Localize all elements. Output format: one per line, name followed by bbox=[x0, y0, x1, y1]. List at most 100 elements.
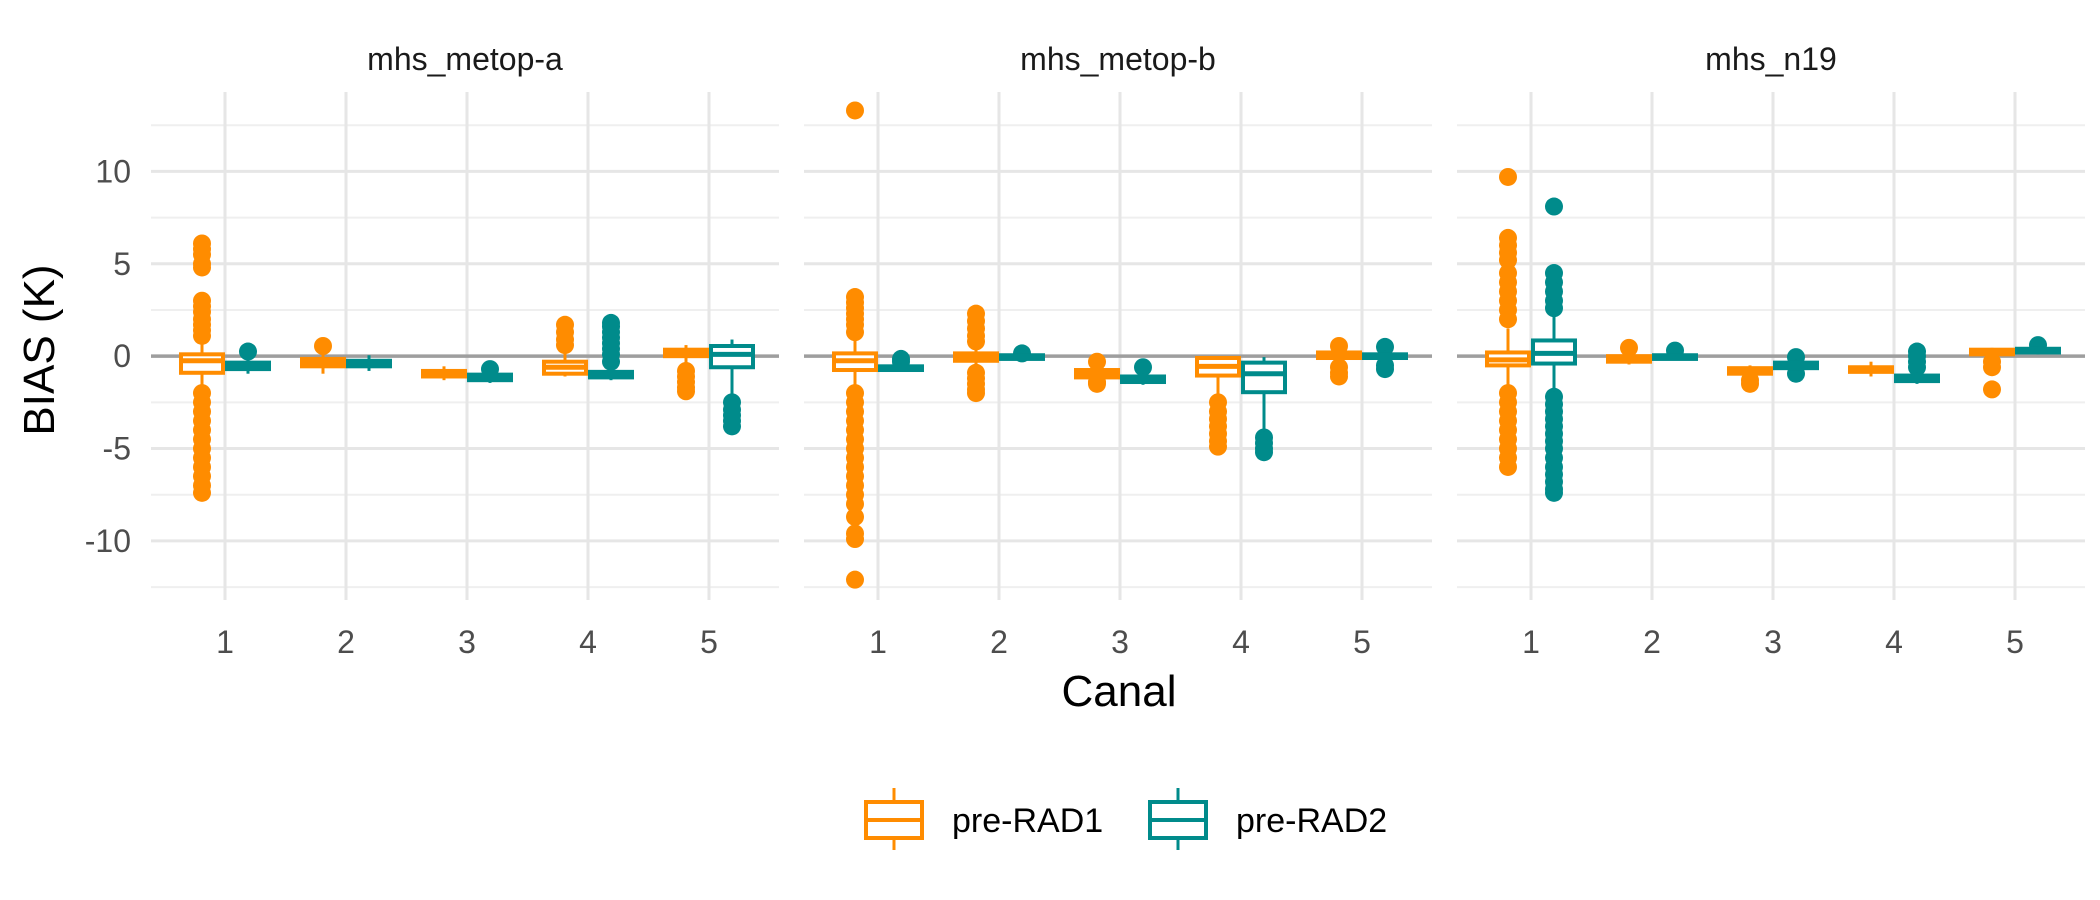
outlier-point bbox=[846, 530, 864, 549]
box-pre-RAD2-canal-1 bbox=[1531, 197, 1577, 502]
outlier-point bbox=[1983, 358, 2001, 377]
outlier-point bbox=[846, 323, 864, 342]
box-pre-RAD1-canal-5 bbox=[1969, 347, 2015, 399]
box-pre-RAD2-canal-5 bbox=[709, 339, 755, 436]
outlier-point bbox=[1255, 443, 1273, 462]
box-pre-RAD1-canal-2 bbox=[300, 337, 346, 374]
x-tick-label: 4 bbox=[1885, 624, 1903, 660]
outlier-point bbox=[967, 332, 985, 351]
y-tick-label: -10 bbox=[85, 523, 131, 559]
panel-title: mhs_metop-b bbox=[1020, 41, 1216, 77]
box-pre-RAD1-canal-2 bbox=[953, 304, 999, 403]
x-tick-label: 5 bbox=[2006, 624, 2024, 660]
outlier-point bbox=[193, 258, 211, 277]
box-pre-RAD2-canal-2 bbox=[346, 355, 392, 371]
box-pre-RAD2-canal-4 bbox=[588, 313, 634, 381]
box-pre-RAD1-canal-1 bbox=[179, 234, 225, 502]
y-tick-label: -5 bbox=[103, 431, 131, 467]
outlier-point bbox=[239, 342, 257, 361]
box-pre-RAD2-canal-3 bbox=[467, 360, 513, 383]
box-pre-RAD1-canal-3 bbox=[421, 366, 467, 381]
x-tick-label: 2 bbox=[1643, 624, 1661, 660]
outlier-point bbox=[193, 326, 211, 345]
box-pre-RAD2-canal-3 bbox=[1773, 348, 1819, 383]
outlier-point bbox=[1620, 338, 1638, 357]
outlier-point bbox=[677, 382, 695, 401]
panel-3: mhs_n19 1 2 3 4 5 bbox=[1457, 41, 2085, 660]
y-tick-label: 5 bbox=[113, 246, 131, 282]
outlier-point bbox=[1545, 483, 1563, 502]
outlier-point bbox=[602, 313, 620, 332]
box-pre-RAD2-canal-4 bbox=[1894, 342, 1940, 384]
outlier-point bbox=[556, 315, 574, 334]
panels-layer: mhs_metop-a 1 2 3 4 5 mhs_metop-b 1 2 3 4 5 mhs_n19 1… bbox=[85, 41, 2085, 660]
outlier-point bbox=[846, 494, 864, 513]
outlier-point bbox=[1499, 251, 1517, 270]
outlier-point bbox=[1499, 457, 1517, 476]
box-pre-RAD1-canal-2 bbox=[1606, 338, 1652, 365]
legend-label: pre-RAD2 bbox=[1236, 802, 1387, 840]
panel-2: mhs_metop-b 1 2 3 4 5 bbox=[804, 41, 1432, 660]
outlier-point bbox=[723, 417, 741, 436]
box-pre-RAD1-canal-4 bbox=[1848, 361, 1894, 377]
box-body bbox=[1241, 360, 1287, 395]
outlier-point bbox=[1499, 167, 1517, 186]
outlier-point bbox=[846, 101, 864, 120]
box-pre-RAD2-canal-5 bbox=[1362, 337, 1408, 379]
x-tick-label: 2 bbox=[337, 624, 355, 660]
outlier-point bbox=[314, 337, 332, 355]
x-tick-label: 4 bbox=[579, 624, 597, 660]
y-tick-label: 0 bbox=[113, 338, 131, 374]
outlier-point bbox=[1499, 310, 1517, 329]
panel-title: mhs_metop-a bbox=[367, 41, 563, 77]
x-tick-label: 3 bbox=[458, 624, 476, 660]
box-pre-RAD2-canal-1 bbox=[878, 349, 924, 373]
legend-label: pre-RAD1 bbox=[952, 802, 1103, 840]
marks-layer bbox=[151, 101, 2085, 589]
legend-item-pre-RAD2: pre-RAD2 bbox=[1148, 788, 1387, 850]
outlier-point bbox=[846, 570, 864, 589]
x-axis-title: Canal bbox=[1062, 667, 1177, 716]
box-pre-RAD1-canal-1 bbox=[1485, 167, 1531, 476]
x-tick-label: 5 bbox=[700, 624, 718, 660]
box-pre-RAD1-canal-5 bbox=[663, 345, 709, 401]
outlier-point bbox=[1983, 380, 2001, 399]
box-pre-RAD2-canal-1 bbox=[225, 342, 271, 374]
box-pre-RAD1-canal-3 bbox=[1727, 365, 1773, 393]
x-tick-label: 5 bbox=[1353, 624, 1371, 660]
box-pre-RAD2-canal-4 bbox=[1241, 357, 1287, 462]
box-pre-RAD2-canal-3 bbox=[1120, 358, 1166, 385]
outlier-point bbox=[1209, 437, 1227, 456]
x-tick-label: 3 bbox=[1111, 624, 1129, 660]
box-pre-RAD1-canal-4 bbox=[1195, 356, 1241, 456]
y-axis-title: BIAS (K) bbox=[15, 264, 64, 435]
outlier-point bbox=[1088, 352, 1106, 371]
box-pre-RAD1-canal-1 bbox=[832, 101, 878, 589]
box-pre-RAD1-canal-3 bbox=[1074, 352, 1120, 393]
outlier-point bbox=[1134, 358, 1152, 377]
outlier-point bbox=[1545, 299, 1563, 318]
box-pre-RAD2-canal-2 bbox=[1652, 341, 1698, 361]
y-tick-label: 10 bbox=[95, 153, 131, 189]
x-tick-label: 2 bbox=[990, 624, 1008, 660]
legend: pre-RAD1 pre-RAD2 bbox=[864, 788, 1387, 850]
box-body bbox=[179, 352, 225, 375]
outlier-point bbox=[1376, 360, 1394, 379]
outlier-point bbox=[1741, 374, 1759, 393]
panel-title: mhs_n19 bbox=[1705, 41, 1837, 77]
x-tick-label: 4 bbox=[1232, 624, 1250, 660]
box-pre-RAD2-canal-2 bbox=[999, 344, 1045, 363]
outlier-point bbox=[1908, 342, 1926, 361]
x-tick-label: 1 bbox=[869, 624, 887, 660]
outlier-point bbox=[1545, 197, 1563, 216]
outlier-point bbox=[1376, 337, 1394, 356]
box-pre-RAD1-canal-5 bbox=[1316, 337, 1362, 386]
x-tick-label: 1 bbox=[216, 624, 234, 660]
outlier-point bbox=[967, 384, 985, 403]
outlier-point bbox=[193, 483, 211, 502]
outlier-point bbox=[846, 507, 864, 526]
x-tick-label: 1 bbox=[1522, 624, 1540, 660]
x-tick-label: 3 bbox=[1764, 624, 1782, 660]
legend-item-pre-RAD1: pre-RAD1 bbox=[864, 788, 1103, 850]
